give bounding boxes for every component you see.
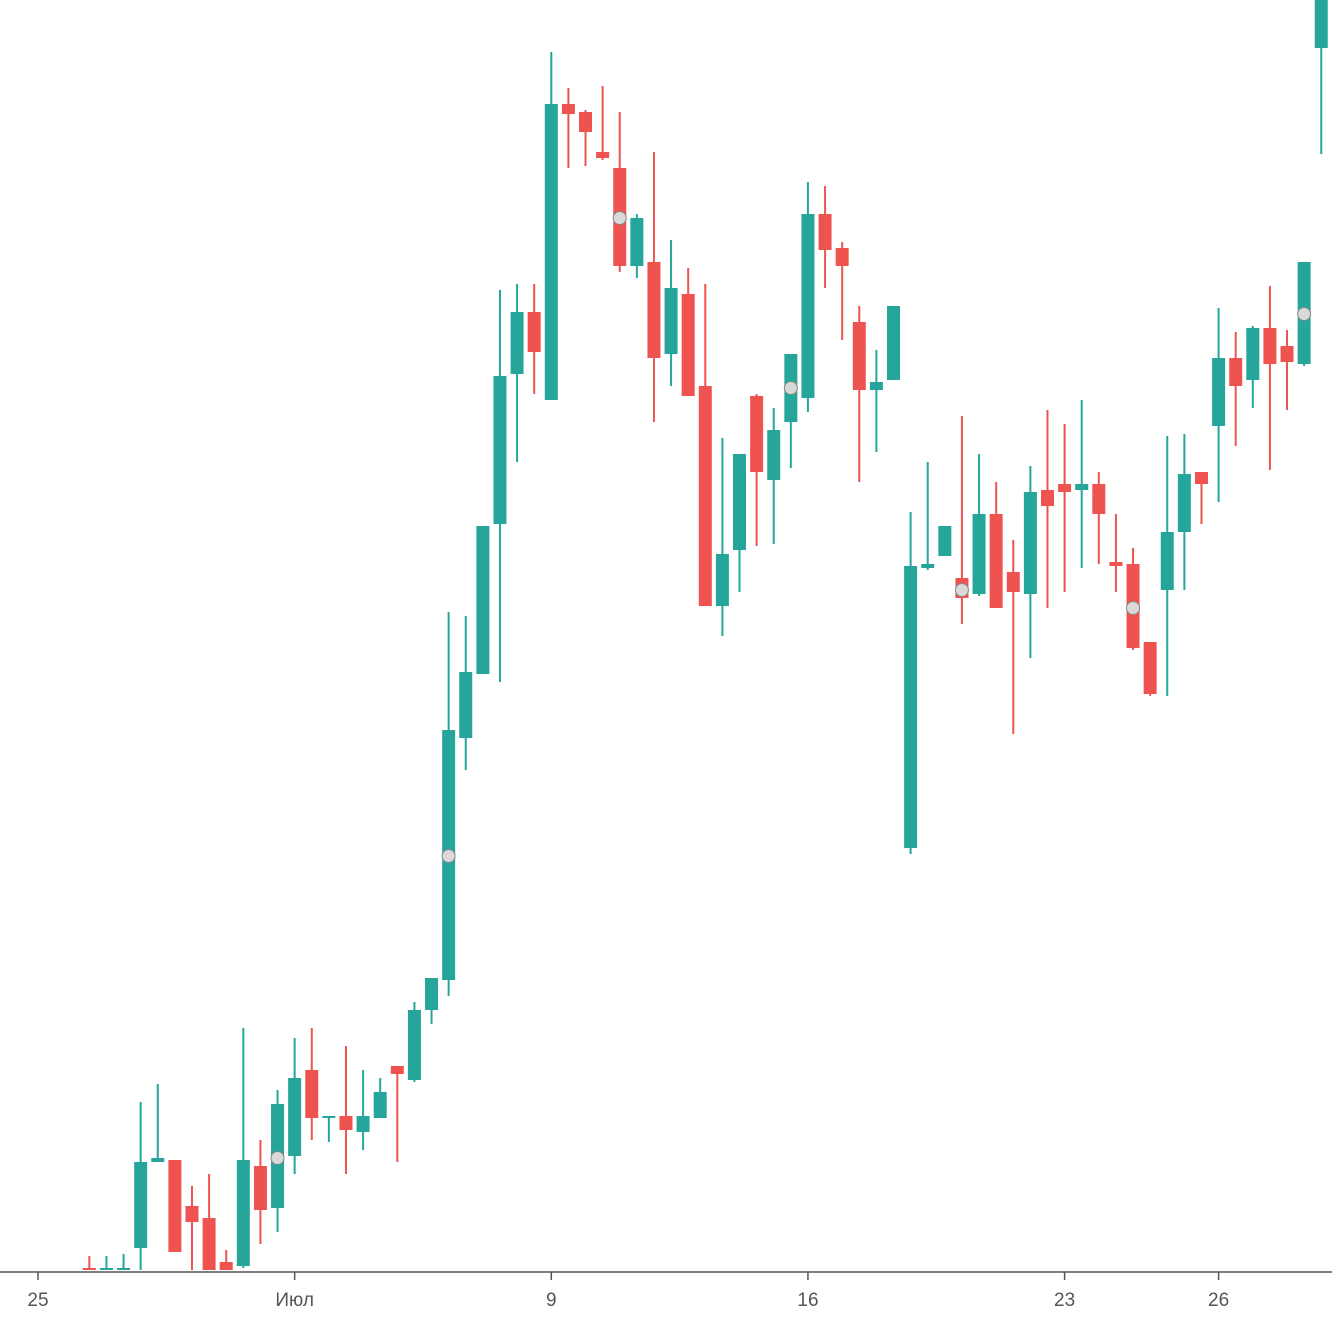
candle-body <box>305 1070 319 1118</box>
candle-body <box>425 978 439 1010</box>
candle-body <box>1314 0 1328 48</box>
candle-body <box>1263 328 1277 364</box>
candle-body <box>168 1160 182 1252</box>
candle-body <box>681 294 695 396</box>
candle-body <box>202 1218 216 1270</box>
candle-body <box>733 454 747 550</box>
candle-body <box>1229 358 1243 386</box>
marker <box>954 583 969 597</box>
candle-body <box>322 1116 336 1118</box>
candle-body <box>835 248 849 266</box>
candle-body <box>972 514 986 594</box>
candle-body <box>767 430 781 480</box>
candle-body <box>236 1160 250 1266</box>
candle-body <box>1109 562 1123 566</box>
candle-body <box>1143 642 1157 694</box>
candle-body <box>989 514 1003 608</box>
candle-body <box>1075 484 1089 490</box>
candle-body <box>544 104 558 400</box>
candle-body <box>82 1268 96 1270</box>
candle-body <box>356 1116 370 1132</box>
candle-body <box>510 312 524 374</box>
candle-body <box>1058 484 1072 492</box>
x-tick-label: Июл <box>275 1290 314 1311</box>
x-tick-label: 9 <box>546 1290 557 1311</box>
candle-body <box>750 396 764 472</box>
candle-body <box>887 306 900 380</box>
candle-body <box>818 214 832 250</box>
candle-body <box>219 1262 233 1270</box>
candle-body <box>527 312 541 352</box>
candle-body <box>339 1116 353 1130</box>
marker <box>783 381 798 395</box>
x-tick-label: 16 <box>797 1290 818 1311</box>
candle-body <box>390 1066 404 1074</box>
candle-body <box>630 218 644 266</box>
candle-body <box>1280 346 1294 362</box>
marker <box>1297 307 1312 321</box>
candle-body <box>921 564 935 568</box>
candle-body <box>373 1092 387 1118</box>
candle-body <box>1040 490 1054 506</box>
candle-body <box>647 262 661 358</box>
candle-body <box>99 1268 113 1270</box>
candle-body <box>253 1166 267 1210</box>
candle-body <box>561 104 575 114</box>
candle-body <box>852 322 866 390</box>
candle-body <box>698 386 712 606</box>
marker <box>270 1151 285 1165</box>
candle-body <box>1246 328 1260 380</box>
candle-body <box>493 376 507 524</box>
candle-body <box>407 1010 421 1080</box>
candle-body <box>288 1078 302 1156</box>
candle-body <box>1194 472 1208 484</box>
candle-body <box>801 214 815 398</box>
candle-body <box>596 152 610 158</box>
candle-body <box>869 382 883 390</box>
candle-body <box>151 1158 165 1162</box>
candle-body <box>938 526 952 556</box>
x-tick-label: 25 <box>27 1290 48 1311</box>
candle-body <box>1006 572 1020 592</box>
candle-body <box>1092 484 1106 514</box>
candle-body <box>664 288 678 354</box>
marker <box>441 849 456 863</box>
candle-body <box>476 526 490 674</box>
marker <box>1126 601 1141 615</box>
candle-body <box>459 672 473 738</box>
candle-body <box>1212 358 1226 426</box>
candle-body <box>904 566 918 848</box>
candle-body <box>579 112 593 132</box>
marker <box>612 211 627 225</box>
candle-body <box>1023 492 1037 594</box>
candle-body <box>715 554 729 606</box>
candle-body <box>185 1206 199 1222</box>
candle-body <box>1177 474 1191 532</box>
x-tick-label: 26 <box>1208 1290 1229 1311</box>
candle-body <box>134 1162 148 1248</box>
candle-body <box>117 1268 131 1270</box>
x-tick-label: 23 <box>1054 1290 1075 1311</box>
candle-body <box>1160 532 1174 590</box>
